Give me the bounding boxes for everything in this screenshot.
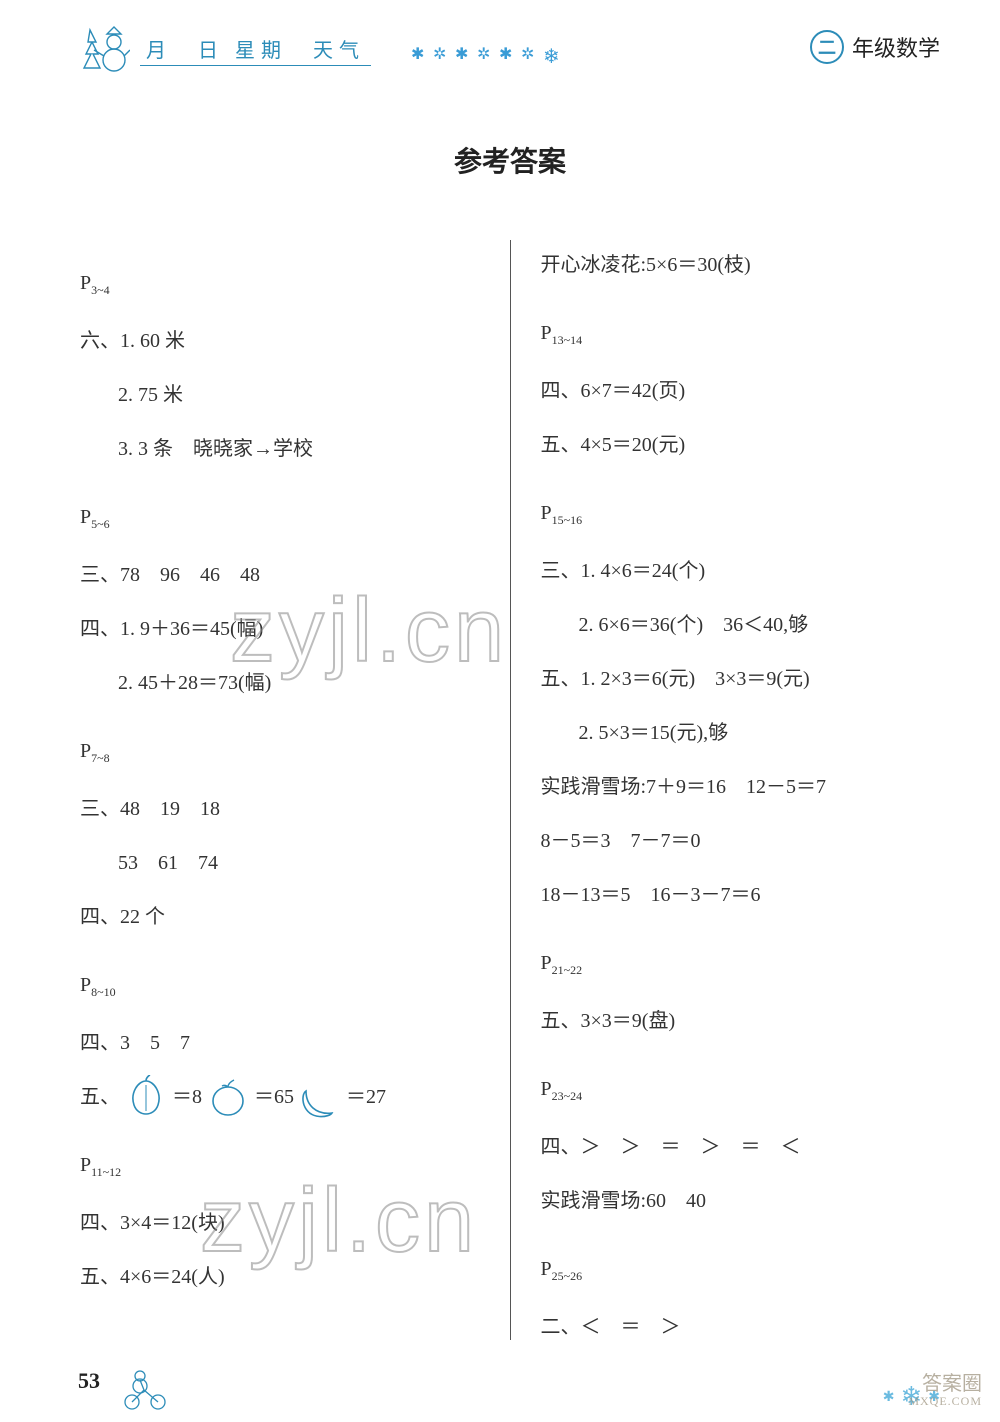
snowman-bike-icon bbox=[120, 1364, 170, 1410]
snowflake-icon: ✱ bbox=[883, 1389, 895, 1406]
answer-columns: P3~4 六、1. 60 米 2. 75 米 3. 3 条 晓晓家→学校 P5~… bbox=[80, 240, 940, 1340]
answer-line: 四、6×7＝42(页) bbox=[541, 366, 941, 416]
answer-line: 六、1. 60 米 bbox=[80, 316, 480, 366]
peach-icon bbox=[126, 1075, 166, 1119]
date-weather-line: 月 日 星期 天气 bbox=[140, 34, 371, 66]
page-footer: 53 ✱ ❄ ✱ 答案圈 MXQE.COM bbox=[0, 1362, 1000, 1422]
grade-number: 二 bbox=[818, 34, 836, 60]
badge-title: 答案圈 bbox=[908, 1373, 982, 1395]
page-header: 月 日 星期 天气 ✱ ✲ ✱ ✲ ✱ ✲ ❄ 二 年级数学 bbox=[80, 20, 940, 80]
answer-line: 五、4×6＝24(人) bbox=[80, 1252, 480, 1302]
page-number: 53 bbox=[78, 1368, 100, 1394]
page-ref: P8~10 bbox=[80, 960, 480, 1010]
snowflake-icon: ✲ bbox=[521, 44, 533, 56]
grade-seal-icon: 二 bbox=[810, 30, 844, 64]
right-column: 开心冰凌花:5×6＝30(枝) P13~14 四、6×7＝42(页) 五、4×5… bbox=[510, 240, 941, 1340]
answer-line: 四、22 个 bbox=[80, 892, 480, 942]
page-ref: P11~12 bbox=[80, 1140, 480, 1190]
answer-line: 实践滑雪场:60 40 bbox=[541, 1176, 941, 1226]
answer-line: 四、3 5 7 bbox=[80, 1018, 480, 1068]
page-ref: P13~14 bbox=[541, 308, 941, 358]
answer-line: 四、＞ ＞ ＝ ＞ ＝ ＜ bbox=[541, 1122, 941, 1172]
answer-prefix: 五、 bbox=[80, 1072, 120, 1122]
grade-text: 年级数学 bbox=[852, 31, 940, 63]
answer-line: 三、78 96 46 48 bbox=[80, 550, 480, 600]
answer-line: 三、48 19 18 bbox=[80, 784, 480, 834]
fruit-answer-line: 五、 ＝8 ＝65 ＝27 bbox=[80, 1072, 480, 1122]
orange-value: ＝65 bbox=[254, 1072, 294, 1122]
answer-line: 8－5＝3 7－7＝0 bbox=[541, 816, 941, 866]
banana-icon bbox=[300, 1075, 340, 1119]
answer-line: 五、4×5＝20(元) bbox=[541, 420, 941, 470]
page-ref: P7~8 bbox=[80, 726, 480, 776]
answer-line: 2. 6×6＝36(个) 36＜40,够 bbox=[541, 600, 941, 650]
answer-line: 18－13＝5 16－3－7＝6 bbox=[541, 870, 941, 920]
answer-line: 三、1. 4×6＝24(个) bbox=[541, 546, 941, 596]
answer-line: 2. 5×3＝15(元),够 bbox=[541, 708, 941, 758]
answer-line: 2. 75 米 bbox=[80, 370, 480, 420]
snowflake-icon: ✲ bbox=[477, 44, 489, 56]
page-ref: P23~24 bbox=[541, 1064, 941, 1114]
answer-line: 2. 45＋28＝73(幅) bbox=[80, 658, 480, 708]
grade-badge: 二 年级数学 bbox=[810, 30, 940, 64]
snowflake-icon: ✲ bbox=[433, 44, 445, 56]
badge-url: MXQE.COM bbox=[908, 1395, 982, 1408]
answer-line: 3. 3 条 晓晓家→学校 bbox=[80, 424, 480, 474]
page-ref: P15~16 bbox=[541, 488, 941, 538]
snowflake-icon: ❄ bbox=[543, 44, 555, 56]
answer-line: 实践滑雪场:7＋9＝16 12－5＝7 bbox=[541, 762, 941, 812]
banana-value: ＝27 bbox=[346, 1072, 386, 1122]
left-column: P3~4 六、1. 60 米 2. 75 米 3. 3 条 晓晓家→学校 P5~… bbox=[80, 240, 510, 1340]
snowflake-icon: ✱ bbox=[411, 44, 423, 56]
page-ref: P5~6 bbox=[80, 492, 480, 542]
snowflake-icon: ✱ bbox=[455, 44, 467, 56]
header-dots: ✱ ✲ ✱ ✲ ✱ ✲ ❄ bbox=[411, 44, 555, 56]
source-badge: 答案圈 MXQE.COM bbox=[908, 1373, 982, 1408]
page-ref: P3~4 bbox=[80, 258, 480, 308]
answer-line: 四、1. 9＋36＝45(幅) bbox=[80, 604, 480, 654]
answer-line: 五、1. 2×3＝6(元) 3×3＝9(元) bbox=[541, 654, 941, 704]
page-ref: P25~26 bbox=[541, 1244, 941, 1294]
answer-line: 53 61 74 bbox=[80, 838, 480, 888]
page-title: 参考答案 bbox=[80, 140, 940, 180]
answer-line: 五、3×3＝9(盘) bbox=[541, 996, 941, 1046]
answer-line: 开心冰凌花:5×6＝30(枝) bbox=[541, 240, 941, 290]
answer-line: 二、＜ ＝ ＞ bbox=[541, 1302, 941, 1352]
answer-line: 四、3×4＝12(块) bbox=[80, 1198, 480, 1248]
page-ref: P21~22 bbox=[541, 938, 941, 988]
orange-icon bbox=[208, 1075, 248, 1119]
page-container: 月 日 星期 天气 ✱ ✲ ✱ ✲ ✱ ✲ ❄ 二 年级数学 参考答案 P3~4… bbox=[0, 0, 1000, 1422]
peach-value: ＝8 bbox=[172, 1072, 202, 1122]
snowman-tree-icon bbox=[80, 20, 130, 80]
snowflake-icon: ✱ bbox=[499, 44, 511, 56]
